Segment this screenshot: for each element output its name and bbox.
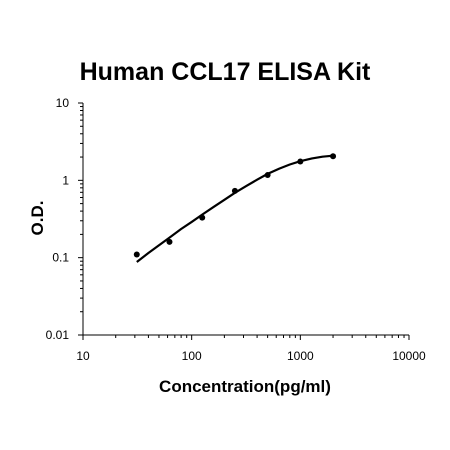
x-tick-label: 10: [76, 349, 90, 363]
y-tick-label: 10: [56, 96, 70, 110]
y-tick-label: 0.1: [52, 251, 69, 265]
x-tick-label: 1000: [287, 349, 314, 363]
data-point: [297, 158, 304, 165]
data-point: [264, 172, 271, 179]
y-tick-label: 1: [62, 173, 69, 187]
x-tick-label: 10000: [392, 349, 426, 363]
data-point: [199, 214, 206, 221]
data-point: [166, 238, 173, 245]
chart-title: Human CCL17 ELISA Kit: [79, 58, 371, 86]
data-point: [231, 187, 238, 194]
data-point: [330, 153, 337, 160]
y-axis-label: O.D.: [28, 200, 47, 236]
fit-curve: [136, 154, 334, 263]
x-tick-label: 100: [182, 349, 202, 363]
y-tick-label: 0.01: [46, 328, 70, 342]
data-point: [133, 251, 140, 258]
x-axis-label: Concentration(pg/ml): [159, 377, 331, 396]
